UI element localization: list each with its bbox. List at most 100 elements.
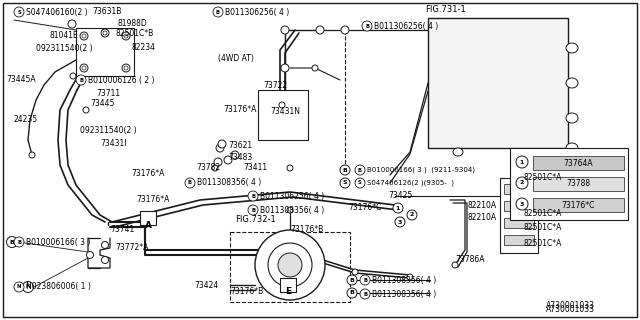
Text: 82501C*A: 82501C*A	[524, 238, 563, 247]
Circle shape	[124, 34, 128, 38]
Ellipse shape	[453, 148, 463, 156]
Text: S: S	[358, 180, 362, 186]
Circle shape	[83, 107, 89, 113]
Text: B: B	[79, 77, 83, 83]
Circle shape	[248, 191, 258, 201]
Text: 73176*C: 73176*C	[348, 203, 381, 212]
Text: B011308356( 4 ): B011308356( 4 )	[260, 205, 324, 214]
Text: 73431I: 73431I	[100, 139, 127, 148]
Text: 73764A: 73764A	[564, 158, 593, 167]
Text: 73176*A: 73176*A	[131, 169, 164, 178]
Ellipse shape	[566, 113, 578, 123]
Text: B: B	[251, 194, 255, 198]
Text: B011306256( 4 ): B011306256( 4 )	[260, 191, 324, 201]
Circle shape	[312, 65, 318, 71]
Circle shape	[82, 66, 86, 70]
Circle shape	[14, 282, 24, 292]
Text: N: N	[17, 284, 21, 290]
Bar	[230, 232, 350, 302]
Bar	[533, 156, 624, 170]
Circle shape	[122, 64, 130, 72]
Bar	[504, 218, 534, 228]
Circle shape	[22, 282, 33, 292]
Text: 73176*B: 73176*B	[290, 226, 323, 235]
Text: 73176*A: 73176*A	[136, 196, 170, 204]
Text: B: B	[363, 277, 367, 283]
Circle shape	[255, 230, 325, 300]
Circle shape	[516, 198, 528, 210]
Circle shape	[218, 140, 226, 148]
Circle shape	[362, 21, 372, 31]
Text: A: A	[145, 220, 152, 229]
Text: B: B	[363, 292, 367, 297]
Circle shape	[268, 243, 312, 287]
Bar	[280, 278, 296, 292]
Circle shape	[407, 274, 413, 280]
Text: B: B	[10, 239, 15, 244]
Bar	[510, 148, 628, 220]
Text: B: B	[188, 180, 192, 186]
Text: 73445A: 73445A	[6, 76, 36, 84]
Text: 73621: 73621	[228, 140, 252, 149]
Circle shape	[86, 252, 93, 259]
Text: N: N	[26, 284, 31, 290]
Text: B: B	[349, 291, 355, 295]
Circle shape	[80, 32, 88, 40]
Circle shape	[124, 66, 128, 70]
Circle shape	[29, 152, 35, 158]
Bar	[258, 90, 308, 140]
Circle shape	[231, 151, 239, 159]
Circle shape	[316, 26, 324, 34]
Circle shape	[347, 275, 357, 285]
Text: 73445: 73445	[90, 100, 115, 108]
Text: 82501C*A: 82501C*A	[524, 223, 563, 233]
Circle shape	[355, 165, 365, 175]
Text: 3: 3	[398, 220, 402, 225]
Circle shape	[393, 203, 403, 213]
Circle shape	[281, 26, 289, 34]
Circle shape	[102, 257, 109, 263]
Circle shape	[360, 275, 370, 285]
Text: 73722: 73722	[263, 82, 287, 91]
Circle shape	[516, 177, 528, 189]
Circle shape	[68, 20, 76, 28]
Text: B011306256( 4 ): B011306256( 4 )	[374, 21, 438, 30]
Bar	[533, 198, 624, 212]
Text: B: B	[17, 239, 21, 244]
Text: 73424: 73424	[194, 281, 218, 290]
Text: 73711: 73711	[96, 89, 120, 98]
Text: 2: 2	[520, 180, 524, 186]
Text: S047406160(2 ): S047406160(2 )	[26, 7, 88, 17]
Circle shape	[224, 156, 232, 164]
Circle shape	[76, 75, 86, 85]
Text: E: E	[285, 287, 291, 297]
Text: S047406126(2 )(9305-  ): S047406126(2 )(9305- )	[367, 180, 454, 186]
Text: B: B	[216, 10, 220, 14]
Text: 82210A: 82210A	[467, 213, 496, 222]
Text: 73772*A: 73772*A	[115, 244, 148, 252]
Text: B: B	[342, 167, 348, 172]
Circle shape	[185, 178, 195, 188]
Text: B: B	[358, 167, 362, 172]
Text: 81041E: 81041E	[50, 31, 79, 41]
Text: B011308356( 4 ): B011308356( 4 )	[372, 276, 436, 284]
Text: 1: 1	[396, 205, 400, 211]
Circle shape	[14, 237, 24, 247]
Text: B: B	[251, 207, 255, 212]
Bar	[504, 235, 534, 245]
Circle shape	[6, 236, 17, 247]
Text: 73786A: 73786A	[455, 255, 484, 265]
Circle shape	[80, 64, 88, 72]
Text: 24235: 24235	[14, 116, 38, 124]
Text: 1: 1	[520, 159, 524, 164]
Text: B011308356( 4 ): B011308356( 4 )	[372, 290, 436, 299]
Bar	[504, 201, 534, 211]
Circle shape	[281, 64, 289, 72]
Circle shape	[340, 178, 350, 188]
Text: B010006166( 3 )  (9211-9304): B010006166( 3 ) (9211-9304)	[367, 167, 475, 173]
Bar	[428, 18, 568, 148]
Text: 73782: 73782	[196, 164, 220, 172]
Text: 82234: 82234	[131, 44, 155, 52]
Text: 73411: 73411	[243, 164, 267, 172]
Text: FIG.731-1: FIG.731-1	[425, 5, 466, 14]
